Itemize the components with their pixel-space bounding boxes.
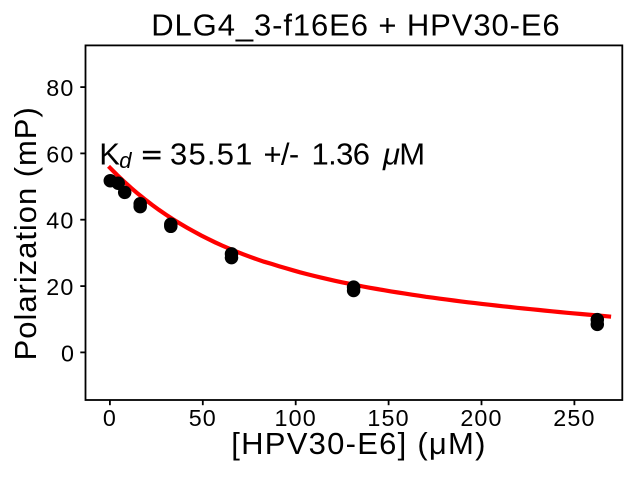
svg-text:0: 0 xyxy=(61,340,74,366)
svg-text:+/-: +/- xyxy=(264,136,299,171)
svg-text:20: 20 xyxy=(46,274,74,300)
svg-text:Polarization (mP): Polarization (mP) xyxy=(8,106,43,360)
svg-text:35.51: 35.51 xyxy=(170,136,254,171)
svg-text:1.36: 1.36 xyxy=(312,136,370,171)
svg-text:M: M xyxy=(399,136,425,171)
svg-text:K: K xyxy=(99,136,120,171)
svg-text:μ: μ xyxy=(382,136,400,171)
svg-text:[HPV30-E6] (μM): [HPV30-E6] (μM) xyxy=(231,426,486,461)
svg-text:0: 0 xyxy=(103,405,116,431)
svg-text:60: 60 xyxy=(46,141,74,167)
svg-text:200: 200 xyxy=(460,405,502,431)
svg-text:d: d xyxy=(119,148,132,173)
svg-text:40: 40 xyxy=(46,208,74,234)
svg-text:80: 80 xyxy=(46,75,74,101)
svg-text:100: 100 xyxy=(275,405,317,431)
svg-text:DLG4_3-f16E6 + HPV30-E6: DLG4_3-f16E6 + HPV30-E6 xyxy=(151,8,560,43)
svg-text:150: 150 xyxy=(367,405,409,431)
svg-text:250: 250 xyxy=(553,405,595,431)
svg-text:50: 50 xyxy=(189,405,217,431)
